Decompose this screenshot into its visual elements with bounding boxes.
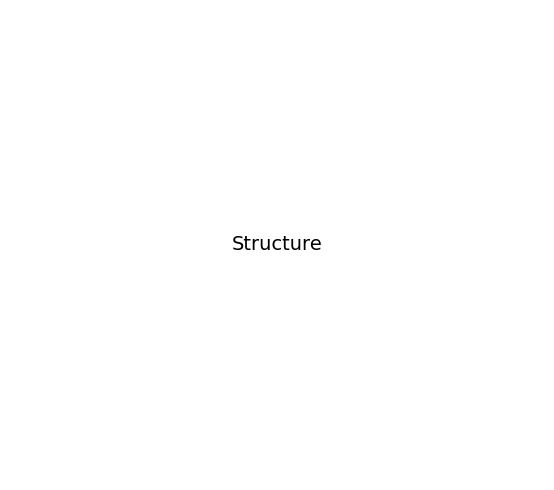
Text: Structure: Structure bbox=[232, 236, 322, 254]
